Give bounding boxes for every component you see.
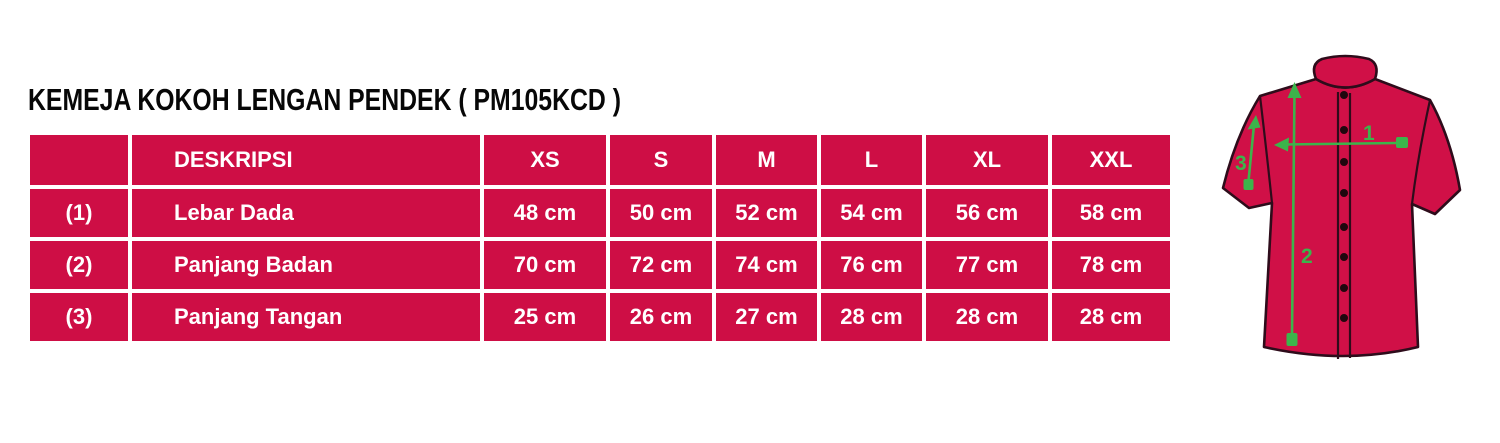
value-cell: 48 cm bbox=[484, 189, 606, 237]
table-row-chest-width: (1) Lebar Dada 48 cm 50 cm 52 cm 54 cm 5… bbox=[30, 189, 1170, 237]
header-cell-size-xl: XL bbox=[926, 135, 1048, 185]
table-header-row: DESKRIPSI XS S M L XL XXL bbox=[30, 135, 1170, 185]
value-cell: 70 cm bbox=[484, 241, 606, 289]
button-dot bbox=[1340, 253, 1348, 261]
value-cell: 28 cm bbox=[1052, 293, 1170, 341]
value-cell: 78 cm bbox=[1052, 241, 1170, 289]
size-chart-table: DESKRIPSI XS S M L XL XXL (1) Lebar Dada… bbox=[26, 131, 1174, 345]
button-dot bbox=[1340, 284, 1348, 292]
button-dot bbox=[1340, 126, 1348, 134]
value-cell: 74 cm bbox=[716, 241, 817, 289]
button-dots bbox=[1340, 91, 1348, 322]
value-cell: 25 cm bbox=[484, 293, 606, 341]
header-cell-description: DESKRIPSI bbox=[132, 135, 480, 185]
button-dot bbox=[1340, 189, 1348, 197]
value-cell: 76 cm bbox=[821, 241, 922, 289]
value-cell: 52 cm bbox=[716, 189, 817, 237]
shirt-diagram-svg: 1 2 3 bbox=[1221, 54, 1462, 359]
table-row-sleeve-length: (3) Panjang Tangan 25 cm 26 cm 27 cm 28 … bbox=[30, 293, 1170, 341]
value-cell: 27 cm bbox=[716, 293, 817, 341]
shirt-collar bbox=[1312, 54, 1378, 89]
description-cell: Panjang Tangan bbox=[132, 293, 480, 341]
value-cell: 72 cm bbox=[610, 241, 712, 289]
value-cell: 77 cm bbox=[926, 241, 1048, 289]
sleeve-length-arrow bbox=[1243, 115, 1261, 190]
shirt-measurement-diagram: 1 2 3 bbox=[1190, 30, 1500, 410]
description-cell: Panjang Badan bbox=[132, 241, 480, 289]
row-number-cell: (1) bbox=[30, 189, 128, 237]
header-cell-size-s: S bbox=[610, 135, 712, 185]
body-length-arrow-label: 2 bbox=[1301, 245, 1313, 268]
value-cell: 54 cm bbox=[821, 189, 922, 237]
header-cell-size-m: M bbox=[716, 135, 817, 185]
body-length-arrow bbox=[1286, 82, 1302, 346]
row-number-cell: (2) bbox=[30, 241, 128, 289]
value-cell: 56 cm bbox=[926, 189, 1048, 237]
header-cell-blank bbox=[30, 135, 128, 185]
header-cell-size-xs: XS bbox=[484, 135, 606, 185]
header-cell-size-xxl: XXL bbox=[1052, 135, 1170, 185]
header-cell-size-l: L bbox=[821, 135, 922, 185]
page-title: KEMEJA KOKOH LENGAN PENDEK ( PM105KCD ) bbox=[28, 82, 621, 117]
chest-width-arrow-label: 1 bbox=[1363, 122, 1375, 145]
value-cell: 50 cm bbox=[610, 189, 712, 237]
value-cell: 28 cm bbox=[821, 293, 922, 341]
button-dot bbox=[1340, 314, 1348, 322]
left-armhole-seam bbox=[1258, 95, 1274, 204]
button-dot bbox=[1340, 158, 1348, 166]
right-armhole-seam bbox=[1410, 99, 1432, 205]
shirt-body bbox=[1221, 77, 1462, 358]
description-cell: Lebar Dada bbox=[132, 189, 480, 237]
button-dot bbox=[1340, 91, 1348, 99]
value-cell: 58 cm bbox=[1052, 189, 1170, 237]
sleeve-length-arrow-label: 3 bbox=[1235, 152, 1247, 175]
value-cell: 28 cm bbox=[926, 293, 1048, 341]
row-number-cell: (3) bbox=[30, 293, 128, 341]
table-row-body-length: (2) Panjang Badan 70 cm 72 cm 74 cm 76 c… bbox=[30, 241, 1170, 289]
chest-width-arrow bbox=[1274, 137, 1408, 152]
button-dot bbox=[1340, 223, 1348, 231]
value-cell: 26 cm bbox=[610, 293, 712, 341]
